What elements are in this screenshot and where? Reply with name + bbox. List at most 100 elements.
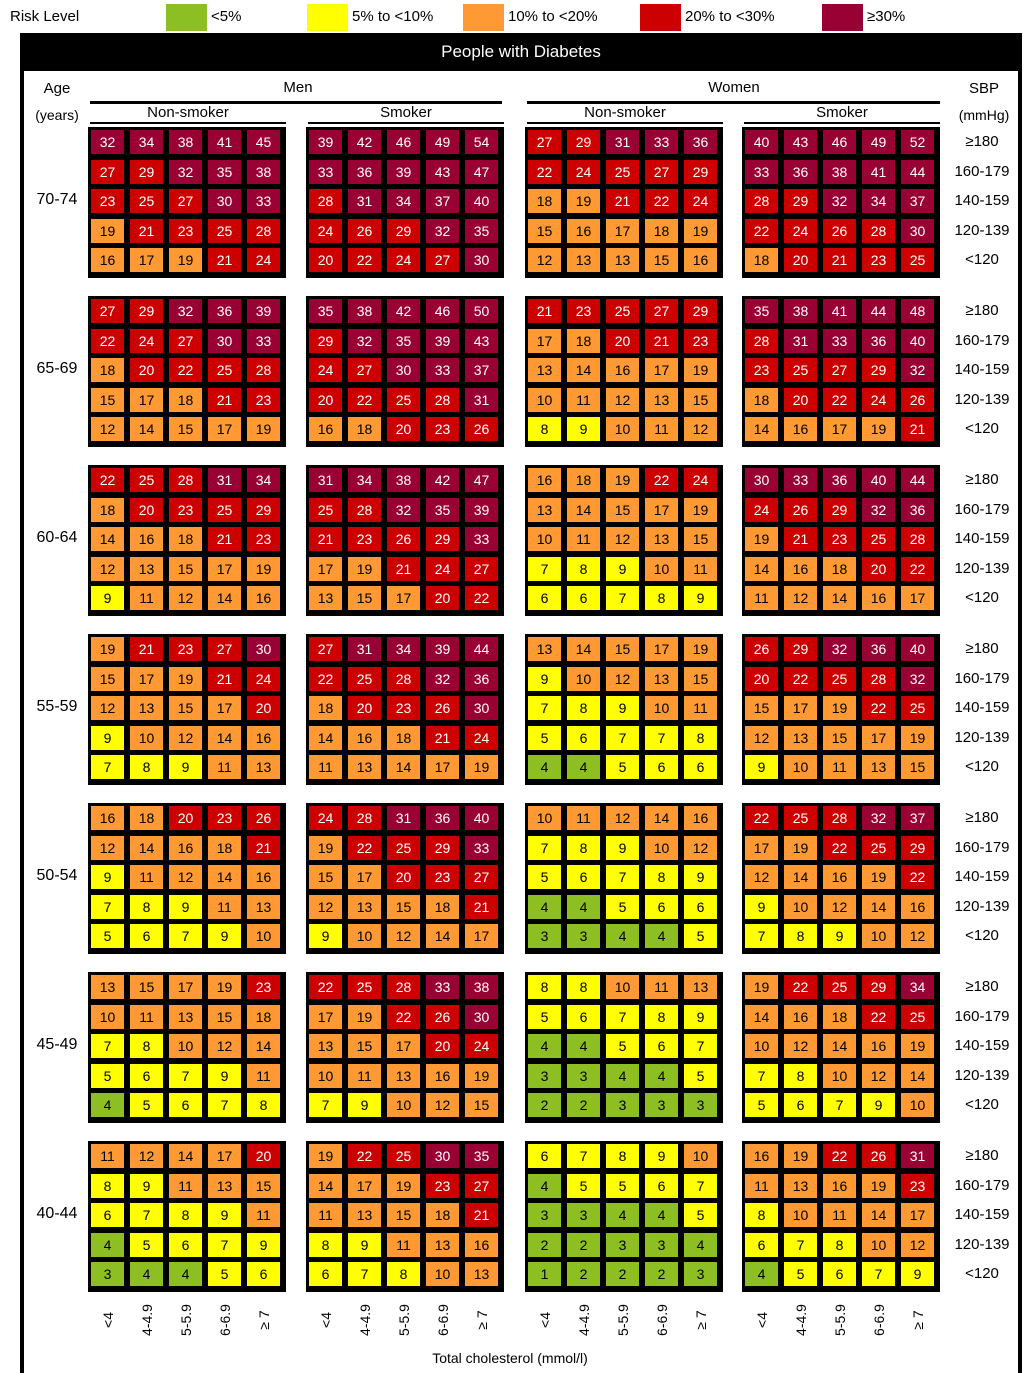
risk-cell: 7 [91, 755, 124, 779]
risk-cell: 2 [567, 1232, 600, 1257]
risk-cell: 18 [567, 328, 600, 353]
sbp-row-label: <120 [965, 1096, 999, 1113]
risk-cell: 9 [247, 1232, 280, 1257]
sbp-row-label: 140-159 [954, 1037, 1010, 1054]
risk-cell: 8 [528, 975, 561, 999]
risk-cell: 38 [247, 159, 280, 184]
risk-cell: 36 [862, 637, 895, 661]
risk-cell: 16 [745, 1144, 778, 1168]
risk-cell: 5 [684, 1063, 717, 1088]
risk-cell: 14 [91, 527, 124, 551]
risk-cell: 32 [426, 218, 459, 243]
risk-cell: 29 [130, 159, 163, 184]
risk-cell: 22 [169, 358, 202, 382]
risk-cell: 42 [387, 299, 420, 323]
risk-cell: 22 [645, 189, 678, 213]
risk-panel: 32 34 38 41 45 27 29 32 35 38 23 25 27 30 33 19 21 23 25 28… [88, 127, 286, 278]
risk-cell: 30 [465, 248, 498, 272]
risk-cell: 15 [645, 248, 678, 272]
risk-cell: 19 [309, 835, 342, 860]
risk-cell: 19 [567, 189, 600, 213]
risk-cell: 13 [130, 556, 163, 581]
risk-cell: 18 [348, 417, 381, 441]
risk-cell: 19 [684, 358, 717, 382]
risk-cell: 8 [567, 556, 600, 581]
risk-cell: 19 [465, 1063, 498, 1088]
risk-cell: 29 [862, 358, 895, 382]
risk-cell: 5 [606, 1034, 639, 1058]
risk-cell: 22 [91, 468, 124, 492]
risk-cell: 14 [901, 1063, 934, 1088]
risk-cell: 32 [169, 299, 202, 323]
risk-cell: 23 [426, 865, 459, 889]
risk-cell: 28 [745, 189, 778, 213]
risk-cell: 10 [169, 1034, 202, 1058]
risk-cell: 25 [348, 975, 381, 999]
risk-cell: 8 [645, 586, 678, 610]
risk-cell: 34 [901, 975, 934, 999]
age-group-label: 45-49 [36, 1036, 78, 1053]
risk-cell: 15 [465, 1093, 498, 1117]
risk-cell: 6 [823, 1262, 856, 1286]
risk-cell: 14 [309, 1173, 342, 1198]
risk-cell: 23 [348, 527, 381, 551]
risk-cell: 36 [465, 666, 498, 691]
risk-cell: 25 [208, 358, 241, 382]
risk-cell: 20 [426, 586, 459, 610]
risk-cell: 6 [645, 755, 678, 779]
risk-cell: 22 [823, 387, 856, 412]
risk-cell: 3 [91, 1262, 124, 1286]
risk-cell: 3 [645, 1232, 678, 1257]
risk-cell: 21 [465, 894, 498, 919]
risk-cell: 7 [208, 1232, 241, 1257]
risk-cell: 23 [91, 189, 124, 213]
risk-cell: 26 [745, 637, 778, 661]
risk-cell: 6 [567, 1004, 600, 1029]
risk-cell: 19 [901, 1034, 934, 1058]
risk-cell: 12 [426, 1093, 459, 1117]
risk-cell: 9 [645, 1144, 678, 1168]
x-tick-label: ≥ 7 [909, 1310, 926, 1330]
risk-cell: 16 [247, 725, 280, 750]
risk-cell: 44 [901, 159, 934, 184]
risk-cell: 35 [465, 218, 498, 243]
risk-cell: 30 [901, 218, 934, 243]
x-tick-label: 5-5.9 [395, 1304, 412, 1336]
sbp-row-label: 140-159 [954, 868, 1010, 885]
risk-cell: 16 [684, 806, 717, 830]
risk-cell: 19 [684, 218, 717, 243]
risk-cell: 12 [130, 1144, 163, 1168]
age-group-label: 65-69 [36, 360, 78, 377]
risk-cell: 31 [387, 806, 420, 830]
sbp-row-label: 160-179 [954, 838, 1010, 856]
risk-cell: 20 [606, 328, 639, 353]
women-header-rule [527, 101, 940, 104]
risk-cell: 20 [387, 417, 420, 441]
risk-cell: 31 [348, 637, 381, 661]
risk-cell: 17 [465, 924, 498, 948]
risk-cell: 17 [645, 497, 678, 522]
risk-cell: 16 [784, 1004, 817, 1029]
x-tick-label: ≥ 7 [255, 1310, 272, 1330]
risk-cell: 14 [247, 1034, 280, 1058]
risk-cell: 10 [528, 387, 561, 412]
sbp-row-label: 120-139 [954, 390, 1010, 408]
risk-cell: 33 [465, 835, 498, 860]
risk-cell: 31 [901, 1144, 934, 1168]
risk-cell: 42 [348, 130, 381, 154]
risk-cell: 43 [426, 159, 459, 184]
risk-panel: 16 19 22 26 31 11 13 16 19 23 8 10 11 14 17 6 7 8 10 12 4 5 6 7… [742, 1141, 940, 1292]
risk-cell: 30 [247, 637, 280, 661]
risk-cell: 30 [387, 358, 420, 382]
risk-cell: 17 [606, 218, 639, 243]
risk-cell: 22 [348, 387, 381, 412]
sbp-row-label: ≥180 [965, 302, 999, 319]
risk-cell: 25 [208, 218, 241, 243]
sbp-row-label: 140-159 [954, 530, 1010, 547]
risk-cell: 13 [247, 755, 280, 779]
risk-cell: 15 [169, 556, 202, 581]
risk-cell: 27 [348, 358, 381, 382]
risk-cell: 24 [309, 806, 342, 830]
risk-cell: 13 [465, 1262, 498, 1286]
sbp-header-line1: SBP [968, 80, 999, 97]
